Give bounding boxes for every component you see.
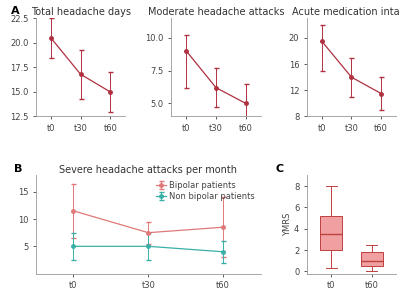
Y-axis label: YMRS: YMRS (284, 213, 292, 236)
Text: B: B (14, 164, 22, 174)
Text: A: A (11, 6, 20, 16)
Text: C: C (276, 164, 284, 174)
Legend: Bipolar patients, Non bipolar patients: Bipolar patients, Non bipolar patients (155, 180, 256, 202)
Title: Moderate headache attacks: Moderate headache attacks (148, 8, 284, 17)
Title: Severe headache attacks per month: Severe headache attacks per month (59, 164, 237, 174)
PathPatch shape (320, 216, 342, 250)
Title: Total headache days: Total headache days (30, 8, 130, 17)
Title: Acute medication intake: Acute medication intake (292, 8, 400, 17)
PathPatch shape (360, 252, 383, 266)
